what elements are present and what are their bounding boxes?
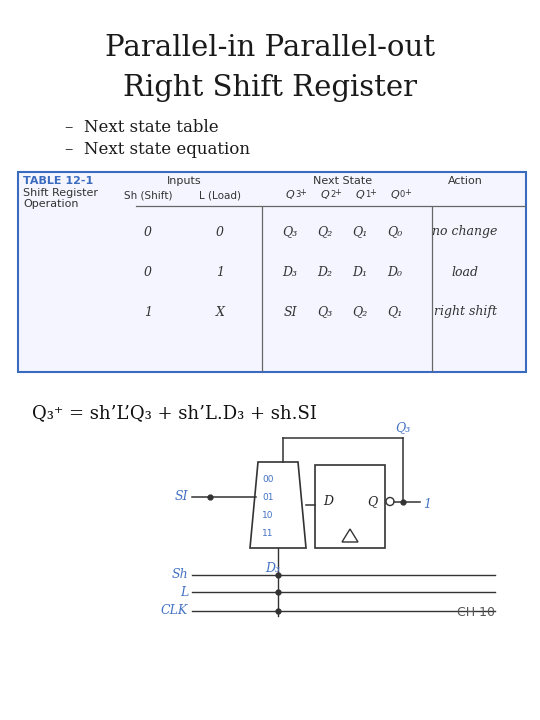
Text: +: + — [404, 188, 411, 197]
Text: D: D — [323, 495, 333, 508]
Text: Q₁: Q₁ — [387, 305, 403, 318]
Text: Operation: Operation — [23, 199, 78, 209]
Text: Q₂: Q₂ — [353, 305, 368, 318]
Text: Q: Q — [321, 190, 329, 200]
Text: SI: SI — [174, 490, 188, 503]
Text: 0: 0 — [400, 190, 405, 199]
Text: Right Shift Register: Right Shift Register — [123, 74, 417, 102]
Text: D₁: D₁ — [353, 266, 368, 279]
Text: Q: Q — [390, 190, 400, 200]
Text: D₂: D₂ — [318, 266, 333, 279]
Text: Shift Register: Shift Register — [23, 188, 98, 198]
Text: 0: 0 — [144, 225, 152, 238]
Text: L: L — [180, 585, 188, 598]
Text: Inputs: Inputs — [167, 176, 201, 186]
Text: –  Next state equation: – Next state equation — [65, 142, 250, 158]
Text: Q₂: Q₂ — [318, 225, 333, 238]
Text: SI: SI — [283, 305, 297, 318]
Text: Q₃: Q₃ — [395, 421, 410, 434]
Text: no change: no change — [433, 225, 498, 238]
Text: Q₃⁺ = sh’L’Q₃ + sh’L.D₃ + sh.SI: Q₃⁺ = sh’L’Q₃ + sh’L.D₃ + sh.SI — [32, 404, 317, 422]
Text: Q₃: Q₃ — [282, 225, 298, 238]
Text: right shift: right shift — [434, 305, 496, 318]
Text: 2: 2 — [330, 190, 335, 199]
Text: Sh: Sh — [171, 569, 188, 582]
Bar — [315, 465, 385, 548]
Text: 01: 01 — [262, 493, 274, 503]
Text: 3: 3 — [295, 190, 300, 199]
Text: +: + — [369, 188, 376, 197]
Text: Q₁: Q₁ — [353, 225, 368, 238]
Bar — [18, 172, 526, 372]
Text: Next State: Next State — [313, 176, 372, 186]
Text: D₃: D₃ — [282, 266, 298, 279]
Text: CH 10: CH 10 — [457, 606, 495, 619]
Text: X: X — [215, 305, 225, 318]
Text: +: + — [299, 188, 306, 197]
Text: Q₃: Q₃ — [318, 305, 333, 318]
Text: 0: 0 — [144, 266, 152, 279]
Text: TABLE 12-1: TABLE 12-1 — [23, 176, 93, 186]
Text: +: + — [334, 188, 341, 197]
Text: 00: 00 — [262, 475, 274, 485]
Text: Parallel-in Parallel-out: Parallel-in Parallel-out — [105, 34, 435, 62]
Text: 10: 10 — [262, 511, 274, 521]
Text: D₀: D₀ — [388, 266, 402, 279]
Text: Sh (Shift): Sh (Shift) — [124, 190, 172, 200]
Text: Q₀: Q₀ — [387, 225, 403, 238]
Text: Q: Q — [367, 495, 377, 508]
Text: 11: 11 — [262, 529, 274, 539]
Text: D₃: D₃ — [266, 562, 280, 575]
Text: load: load — [451, 266, 478, 279]
Bar — [18, 172, 526, 372]
Text: CLK: CLK — [161, 605, 188, 618]
Text: Q: Q — [286, 190, 294, 200]
Text: Action: Action — [448, 176, 482, 186]
Polygon shape — [250, 462, 306, 548]
Text: L (Load): L (Load) — [199, 190, 241, 200]
Text: 1: 1 — [216, 266, 224, 279]
Text: 1: 1 — [144, 305, 152, 318]
Text: 0: 0 — [216, 225, 224, 238]
Text: 1: 1 — [365, 190, 370, 199]
Text: Q: Q — [356, 190, 364, 200]
Text: –  Next state table: – Next state table — [65, 120, 219, 137]
Text: 1: 1 — [423, 498, 431, 511]
